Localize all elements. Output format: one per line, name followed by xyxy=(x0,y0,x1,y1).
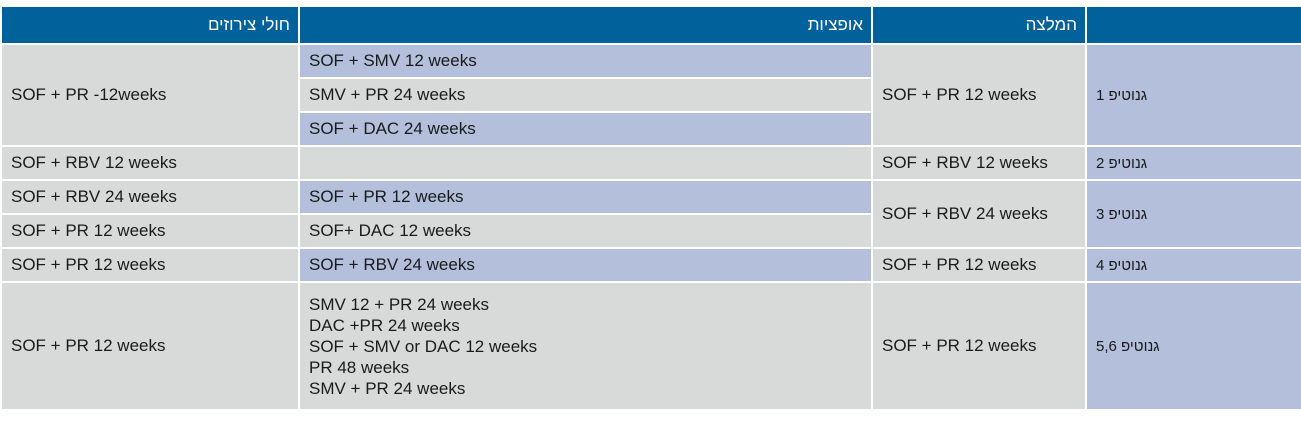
option-line: DAC +PR 24 weeks xyxy=(309,315,460,335)
genotype-cell: גנוטיפ 1 xyxy=(1085,43,1301,147)
table-row: SOF + DAC 24 weeks xyxy=(1,111,1301,147)
recommendation-cell: SOF + RBV 12 weeks xyxy=(871,145,1087,181)
cirrhosis-cell: SOF + RBV 24 weeks xyxy=(0,179,300,215)
genotype-cell: גנוטיפ 5,6 xyxy=(1085,281,1301,411)
header-recommendation: המלצה xyxy=(871,5,1087,45)
table-row: SOF + PR 12 weeks SMV 12 + PR 24 weeks D… xyxy=(0,281,1301,411)
table-row: SOF + PR 12 weeks SOF + RBV 24 weeks SOF… xyxy=(0,247,1301,283)
option-line: PR 48 weeks xyxy=(309,357,410,377)
recommendation-cell: SOF + PR 12 weeks xyxy=(871,43,1087,147)
cirrhosis-cell: SOF + PR 12 weeks xyxy=(0,247,300,283)
header-row: חולי צירוזים אופציות המלצה xyxy=(0,5,1301,45)
genotype-cell: גנוטיפ 3 xyxy=(1085,179,1301,249)
option-cell-multi: SMV 12 + PR 24 weeks DAC +PR 24 weeks SO… xyxy=(298,281,873,411)
cirrhosis-cell: SOF + PR 12 weeks xyxy=(0,213,300,249)
option-cell: SOF + SMV 12 weeks xyxy=(298,43,873,79)
option-cell: SOF + DAC 24 weeks xyxy=(298,111,873,147)
treatment-table: חולי צירוזים אופציות המלצה SOF + PR -12w… xyxy=(0,5,1301,411)
option-line: SOF + SMV or DAC 12 weeks xyxy=(309,336,538,356)
genotype-cell: גנוטיפ 4 xyxy=(1085,247,1301,283)
cirrhosis-cell: SOF + RBV 12 weeks xyxy=(0,145,300,181)
option-cell xyxy=(298,145,873,181)
table-row: SOF + PR -12weeks SOF + SMV 12 weeks SOF… xyxy=(0,43,1301,147)
option-cell: SOF + RBV 24 weeks xyxy=(298,247,873,283)
table-row: SOF + PR 12 weeks SOF+ DAC 12 weeks xyxy=(0,213,1301,249)
table-row: SOF + RBV 24 weeks SOF + PR 12 weeks SOF… xyxy=(0,179,1301,249)
header-genotype xyxy=(1085,5,1301,45)
option-line: SMV 12 + PR 24 weeks xyxy=(309,294,490,314)
header-options: אופציות xyxy=(298,5,873,45)
table-row: SOF + RBV 12 weeks SOF + RBV 12 weeks גנ… xyxy=(0,145,1301,181)
recommendation-cell: SOF + PR 12 weeks xyxy=(871,281,1087,411)
option-cell: SMV + PR 24 weeks xyxy=(298,77,873,113)
option-cell: SOF + PR 12 weeks xyxy=(298,179,873,215)
recommendation-cell: SOF + RBV 24 weeks xyxy=(871,179,1087,249)
option-line: SMV + PR 24 weeks xyxy=(309,378,466,398)
genotype-cell: גנוטיפ 2 xyxy=(1085,145,1301,181)
table-row: SMV + PR 24 weeks xyxy=(1,77,1301,113)
cirrhosis-cell: SOF + PR 12 weeks xyxy=(0,281,300,411)
cirrhosis-cell: SOF + PR -12weeks xyxy=(0,43,300,147)
header-cirrhosis: חולי צירוזים xyxy=(0,5,300,45)
recommendation-cell: SOF + PR 12 weeks xyxy=(871,247,1087,283)
option-cell: SOF+ DAC 12 weeks xyxy=(298,213,873,249)
